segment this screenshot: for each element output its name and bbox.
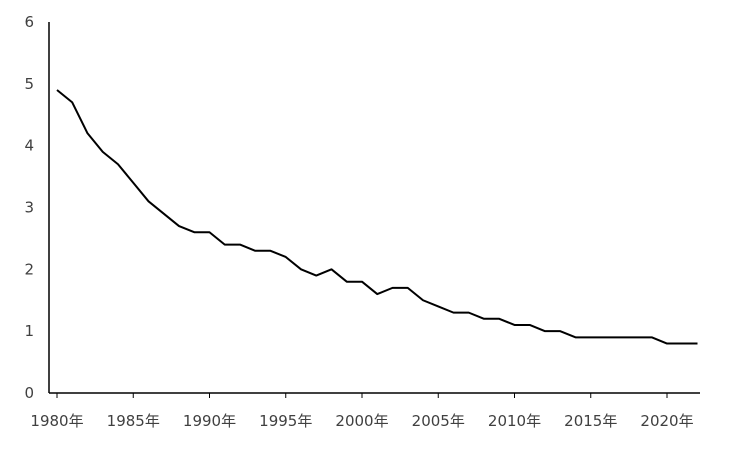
- x-tick-label: 1985年: [107, 412, 160, 430]
- y-tick-label: 1: [24, 322, 34, 340]
- x-tick-label: 2010年: [488, 412, 541, 430]
- y-tick-label: 2: [24, 260, 34, 278]
- x-tick-label: 1980年: [30, 412, 83, 430]
- x-tick-label: 1995年: [259, 412, 312, 430]
- series-line: [56, 89, 698, 345]
- x-tick-label: 2015年: [564, 412, 617, 430]
- y-axis-tick-labels: 0 1 2 3 4 5 6: [24, 13, 34, 402]
- x-axis-tick-labels: 1980年 1985年 1990年 1995年 2000年 2005年 2010年 2015年…: [30, 412, 693, 430]
- y-tick-label: 5: [24, 75, 34, 93]
- x-tick-label: 2000年: [335, 412, 388, 430]
- y-tick-label: 4: [24, 137, 34, 155]
- x-axis-tick-marks: [56, 393, 668, 398]
- y-tick-label: 3: [24, 199, 34, 217]
- y-tick-label: 0: [24, 384, 34, 402]
- y-tick-label: 6: [24, 13, 34, 31]
- x-tick-label: 2005年: [412, 412, 465, 430]
- x-tick-label: 1990年: [183, 412, 236, 430]
- x-tick-label: 2020年: [640, 412, 693, 430]
